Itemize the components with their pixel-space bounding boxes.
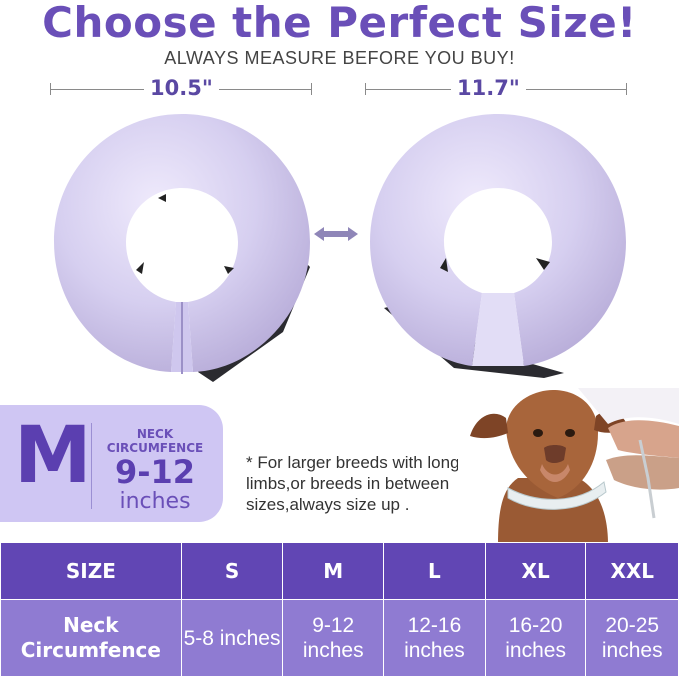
collar-image-large (370, 114, 626, 378)
table-row-label: Neck Circumfence (0, 599, 182, 677)
table-cell: 20-25 inches (585, 599, 679, 677)
table-header-row: SIZE S M L XL XXL (0, 542, 679, 600)
table-header-cell: XXL (585, 542, 679, 600)
size-badge: M NECK CIRCUMFENCE 9-12 inches (0, 405, 223, 522)
table-cell: 16-20 inches (484, 599, 587, 677)
page-title: Choose the Perfect Size! (42, 0, 637, 47)
table-header-cell: SIZE (0, 542, 182, 600)
size-chart-table: SIZE S M L XL XXL Neck Circumfence 5-8 i… (0, 542, 679, 677)
page-subtitle: ALWAYS MEASURE BEFORE YOU BUY! (164, 48, 515, 68)
table-header-cell: S (180, 542, 284, 600)
measure-left: 10.5" (50, 76, 312, 100)
collar-image-small (54, 114, 310, 382)
size-letter: M (14, 411, 92, 501)
table-header-cell: XL (484, 542, 587, 600)
table-cell: 9-12 inches (282, 599, 385, 677)
badge-divider (91, 423, 92, 509)
double-arrow-icon (314, 227, 358, 241)
table-row: Neck Circumfence 5-8 inches 9-12 inches … (0, 599, 679, 677)
neck-range: 9-12 (114, 453, 196, 491)
dog-measuring-photo (458, 388, 679, 544)
sizing-note: * For larger breeds with longer limbs,or… (246, 453, 475, 514)
measure-right-value: 11.7" (451, 76, 526, 100)
table-cell: 5-8 inches (180, 599, 284, 677)
measure-right: 11.7" (365, 76, 627, 100)
table-header-cell: L (383, 542, 486, 600)
measure-left-value: 10.5" (144, 76, 219, 100)
table-header-cell: M (282, 542, 385, 600)
neck-label: NECK CIRCUMFENCE (106, 427, 204, 455)
table-cell: 12-16 inches (383, 599, 486, 677)
neck-unit: inches (119, 489, 191, 514)
